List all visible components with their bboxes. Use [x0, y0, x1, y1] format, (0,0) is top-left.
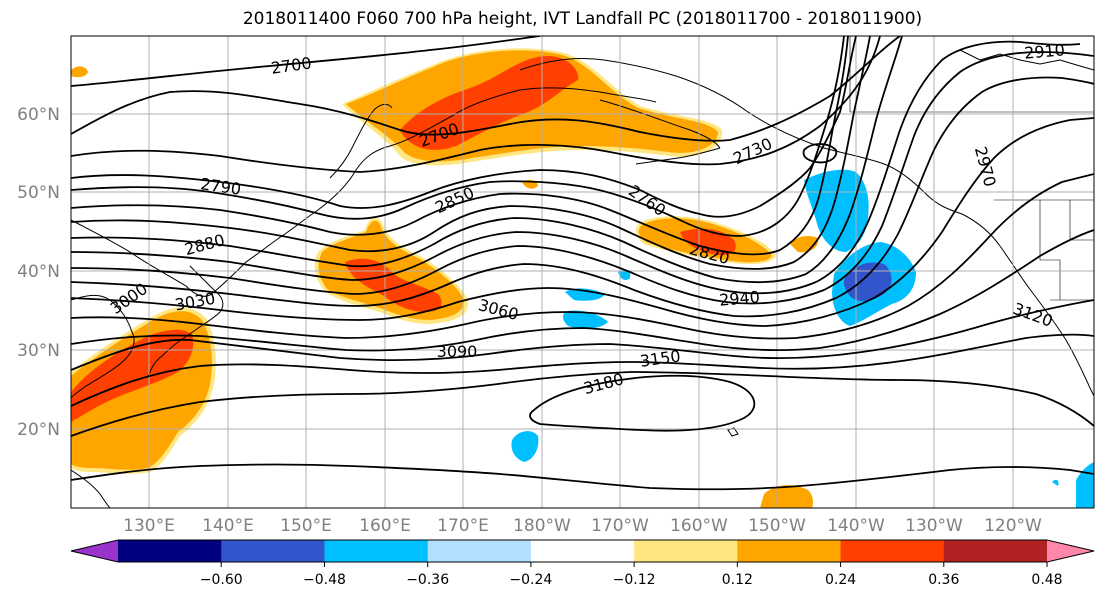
- colorbar-tick-label: 0.12: [722, 572, 753, 588]
- lat-label: 30°N: [17, 341, 60, 361]
- negative-region-tiny: [1052, 479, 1059, 486]
- contour-3090: [71, 299, 1094, 371]
- colorbar-segment: [118, 540, 222, 562]
- longitude-labels: 130°E 140°E 150°E 160°E 170°E 180°W 170°…: [123, 516, 1042, 536]
- lon-label: 120°W: [984, 516, 1042, 536]
- colorbar-outline: [70, 539, 1095, 563]
- lon-label: 180°W: [513, 516, 571, 536]
- colorbar: −0.60 −0.48 −0.36 −0.24 −0.12 0.12 0.24 0.36 0.4…: [70, 539, 1095, 588]
- colorbar-segment: [427, 540, 532, 562]
- lon-label: 170°W: [591, 516, 649, 536]
- ivt-shading: [71, 48, 1094, 508]
- negative-region-small: [618, 270, 631, 280]
- contour-3180-south: [71, 463, 1094, 491]
- lon-label: 160°E: [359, 516, 411, 536]
- contour-2880: [71, 36, 903, 283]
- colorbar-segment: [530, 540, 635, 562]
- contour-3120: [71, 333, 1094, 407]
- coastline-kamchatka: [329, 103, 393, 179]
- colorbar-segment: [324, 540, 429, 562]
- coastline-alaska: [519, 58, 1001, 247]
- colorbar-extend-high: [1047, 540, 1094, 562]
- strong-region-east: [680, 228, 736, 256]
- contour-label: 2910: [1023, 40, 1065, 62]
- colorbar-segment: [737, 540, 842, 562]
- contour-3060: [71, 229, 1094, 352]
- contour-3030: [71, 173, 1094, 340]
- contour-2790: [71, 36, 845, 237]
- colorbar-extend-low: [71, 540, 118, 562]
- map-frame: [70, 35, 1095, 509]
- negative-region-mid: [565, 288, 605, 301]
- contour-low-center: [802, 143, 838, 164]
- lat-label: 40°N: [17, 262, 60, 282]
- lat-label: 20°N: [17, 420, 60, 440]
- lon-label: 140°W: [827, 516, 885, 536]
- lon-label: 150°E: [280, 516, 332, 536]
- latitude-labels: 60°N 50°N 40°N 30°N 20°N: [17, 105, 60, 440]
- lon-label: 170°E: [437, 516, 489, 536]
- contour-2820: [71, 36, 849, 256]
- colorbar-tick-label: −0.48: [303, 572, 346, 588]
- colorbar-segment: [943, 540, 1048, 562]
- map-area: 2700 2700 2730 2760 2790 2820 2850 2880 …: [71, 36, 1094, 508]
- lon-label: 130°E: [123, 516, 175, 536]
- lon-label: 140°E: [202, 516, 254, 536]
- positive-region-south: [760, 485, 813, 508]
- lon-label: 160°W: [670, 516, 728, 536]
- contour-label: 2940: [718, 287, 760, 309]
- contour-2700-south: [71, 36, 901, 142]
- contour-2910: [71, 40, 1081, 295]
- contour-2970: [71, 76, 1094, 318]
- contour-3150: [71, 371, 1094, 437]
- strong-region-west: [71, 329, 194, 422]
- colorbar-tick-label: −0.60: [200, 572, 243, 588]
- colorbar-tick-label: −0.24: [509, 572, 552, 588]
- lon-label: 130°W: [905, 516, 963, 536]
- strong-region-central: [345, 258, 442, 312]
- colorbar-segment: [634, 540, 738, 562]
- colorbar-segments: [118, 540, 1048, 562]
- colorbar-tick-label: −0.36: [406, 572, 449, 588]
- lon-label: 150°W: [748, 516, 806, 536]
- coastline-japan: [147, 265, 224, 379]
- negative-region-mid-2: [563, 310, 608, 329]
- colorbar-segment: [840, 540, 945, 562]
- strong-region-bering: [400, 56, 579, 150]
- contour-3180-loop: [529, 374, 756, 432]
- contour-2700-north: [71, 36, 541, 87]
- contour-2760: [71, 36, 857, 218]
- height-contours: [71, 36, 1094, 491]
- colorbar-tick-label: 0.24: [825, 572, 856, 588]
- negative-region-south: [511, 431, 539, 462]
- contour-3000: [71, 117, 1094, 327]
- colorbar-tick-label: 0.36: [928, 572, 959, 588]
- contour-2850: [71, 36, 871, 270]
- coastline-philippines: [71, 469, 111, 508]
- colorbar-segment: [221, 540, 325, 562]
- coastline-north-america: [959, 49, 1094, 397]
- contour-2940: [71, 51, 1094, 305]
- contour-2730: [71, 36, 881, 173]
- colorbar-tick-label: −0.12: [613, 572, 656, 588]
- colorbar-ticks: −0.60 −0.48 −0.36 −0.24 −0.12 0.12 0.24 0.36 0.4…: [200, 562, 1063, 588]
- positive-region-far-west: [71, 66, 88, 78]
- contour-label: 3090: [437, 342, 478, 361]
- chart-title: 2018011400 F060 700 hPa height, IVT Land…: [242, 9, 923, 29]
- lat-label: 60°N: [17, 105, 60, 125]
- lat-label: 50°N: [17, 183, 60, 203]
- colorbar-tick-label: 0.48: [1031, 572, 1062, 588]
- coastline-aleutians: [635, 147, 721, 165]
